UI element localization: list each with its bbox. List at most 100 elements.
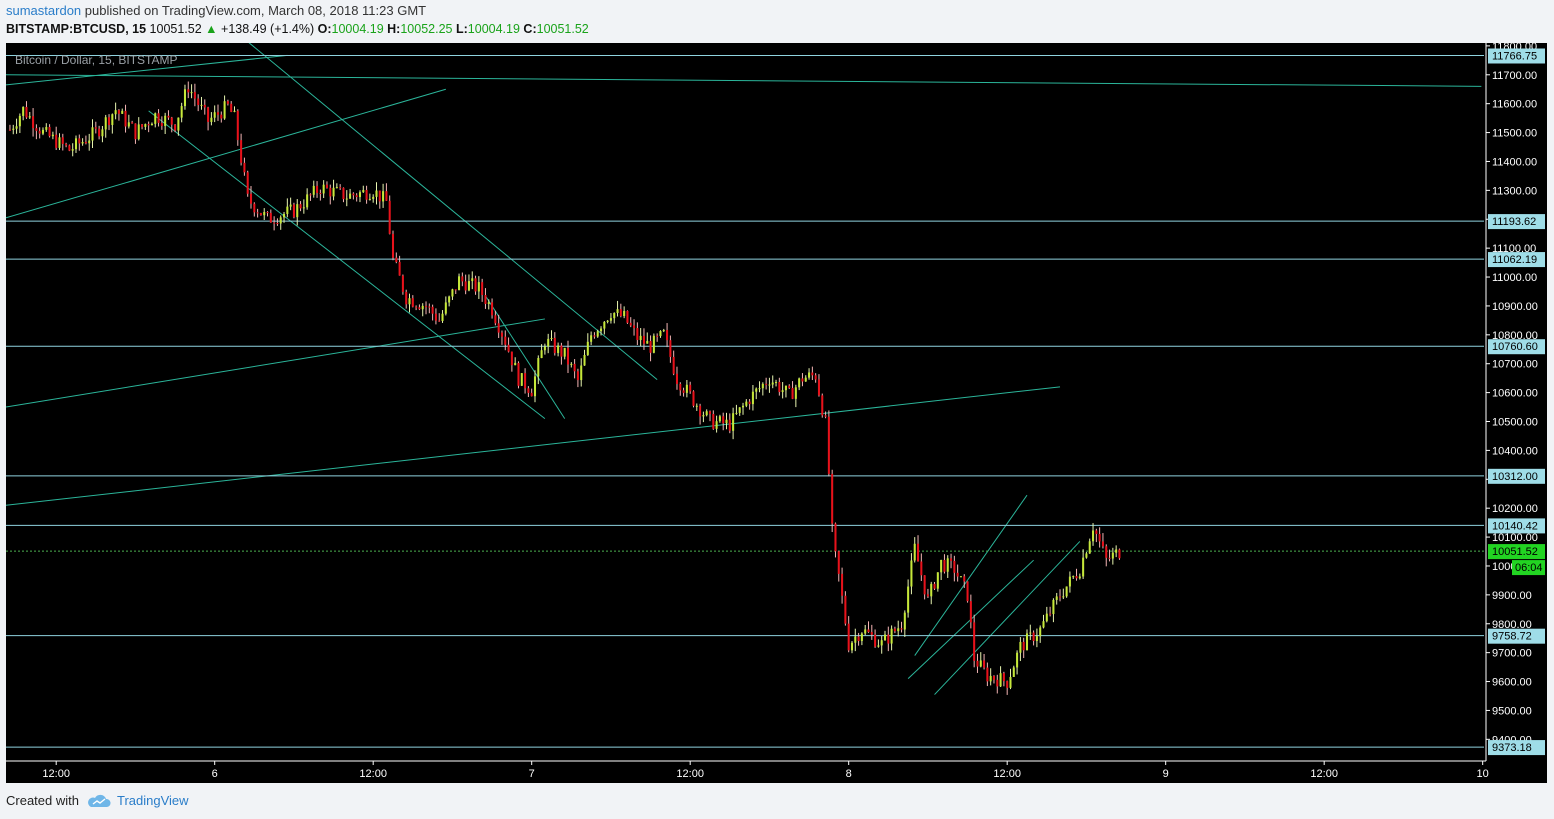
- candle[interactable]: [533, 376, 537, 397]
- price-level-badge[interactable]: [1488, 339, 1545, 355]
- candle[interactable]: [35, 128, 38, 131]
- candle[interactable]: [642, 335, 645, 344]
- candle[interactable]: [748, 401, 751, 405]
- candle[interactable]: [791, 387, 794, 399]
- candle[interactable]: [530, 392, 533, 397]
- candle[interactable]: [992, 675, 995, 680]
- candle[interactable]: [226, 101, 229, 104]
- candle[interactable]: [827, 416, 830, 474]
- candle[interactable]: [956, 572, 959, 577]
- candle[interactable]: [883, 634, 887, 641]
- candle[interactable]: [606, 320, 609, 322]
- candle[interactable]: [1062, 596, 1065, 598]
- trendline[interactable]: [485, 295, 566, 419]
- candle[interactable]: [12, 128, 15, 130]
- candle[interactable]: [679, 383, 682, 391]
- candle[interactable]: [220, 114, 223, 119]
- candle[interactable]: [1002, 673, 1005, 682]
- candle[interactable]: [1019, 641, 1022, 653]
- candle[interactable]: [510, 351, 513, 366]
- candle[interactable]: [154, 113, 157, 124]
- candle[interactable]: [1012, 667, 1015, 677]
- candle[interactable]: [91, 127, 94, 141]
- candle[interactable]: [243, 162, 246, 173]
- candle[interactable]: [339, 187, 342, 189]
- candle[interactable]: [55, 134, 58, 148]
- candle[interactable]: [28, 116, 31, 118]
- trendline[interactable]: [914, 494, 1028, 656]
- candle[interactable]: [1068, 576, 1071, 587]
- candle[interactable]: [1035, 636, 1038, 641]
- candle[interactable]: [454, 289, 457, 291]
- candle[interactable]: [200, 104, 203, 106]
- candle[interactable]: [101, 129, 104, 137]
- candle[interactable]: [316, 185, 319, 193]
- candle[interactable]: [180, 106, 183, 118]
- candle[interactable]: [1049, 613, 1052, 615]
- candle[interactable]: [672, 356, 675, 374]
- candle[interactable]: [276, 223, 279, 225]
- candle[interactable]: [712, 413, 715, 429]
- candle[interactable]: [936, 572, 939, 589]
- candle[interactable]: [540, 350, 543, 359]
- candle[interactable]: [1072, 576, 1075, 578]
- candle[interactable]: [408, 298, 411, 305]
- candle[interactable]: [418, 307, 421, 310]
- price-level-badge[interactable]: [1488, 628, 1545, 644]
- candle[interactable]: [999, 673, 1002, 687]
- candle[interactable]: [867, 629, 870, 633]
- candle[interactable]: [1006, 681, 1009, 688]
- candle[interactable]: [487, 302, 490, 304]
- candle[interactable]: [735, 412, 738, 414]
- candle[interactable]: [675, 373, 679, 384]
- candle[interactable]: [81, 142, 84, 144]
- candle[interactable]: [986, 667, 989, 682]
- candle[interactable]: [411, 298, 414, 307]
- candle[interactable]: [22, 106, 25, 116]
- candle[interactable]: [543, 346, 546, 351]
- candle[interactable]: [223, 101, 226, 119]
- candle[interactable]: [557, 345, 560, 353]
- candle[interactable]: [824, 415, 827, 417]
- candle[interactable]: [745, 401, 748, 406]
- candle[interactable]: [1052, 599, 1055, 615]
- candle[interactable]: [950, 558, 953, 561]
- candle[interactable]: [256, 212, 259, 214]
- price-level-badge[interactable]: [1488, 740, 1545, 756]
- candle[interactable]: [144, 124, 147, 127]
- candle[interactable]: [864, 629, 867, 634]
- candle[interactable]: [160, 122, 163, 126]
- candle[interactable]: [1101, 541, 1104, 547]
- candle[interactable]: [385, 191, 388, 201]
- candle[interactable]: [603, 321, 606, 329]
- candle[interactable]: [147, 124, 150, 126]
- candle[interactable]: [860, 633, 863, 641]
- candle[interactable]: [38, 130, 41, 134]
- candle[interactable]: [74, 138, 78, 150]
- candle[interactable]: [41, 129, 45, 134]
- price-level-badge[interactable]: [1488, 48, 1545, 64]
- candle[interactable]: [203, 104, 206, 108]
- trendline[interactable]: [6, 54, 288, 86]
- candle[interactable]: [1085, 553, 1088, 558]
- candle[interactable]: [573, 363, 576, 372]
- candle[interactable]: [831, 473, 834, 524]
- candle[interactable]: [71, 149, 74, 151]
- candle[interactable]: [959, 576, 962, 578]
- candle[interactable]: [441, 313, 444, 322]
- candle[interactable]: [758, 388, 761, 390]
- candle[interactable]: [527, 388, 530, 393]
- candle[interactable]: [58, 137, 61, 148]
- candle[interactable]: [273, 222, 276, 224]
- candle[interactable]: [689, 384, 692, 392]
- candle[interactable]: [798, 378, 801, 388]
- candle[interactable]: [1075, 576, 1078, 579]
- candle[interactable]: [170, 117, 173, 125]
- candle[interactable]: [705, 411, 708, 416]
- price-axis[interactable]: [1486, 43, 1547, 783]
- candle[interactable]: [500, 332, 503, 337]
- candle[interactable]: [266, 212, 269, 214]
- candle[interactable]: [121, 110, 124, 114]
- candle[interactable]: [633, 325, 636, 329]
- candle[interactable]: [183, 89, 186, 107]
